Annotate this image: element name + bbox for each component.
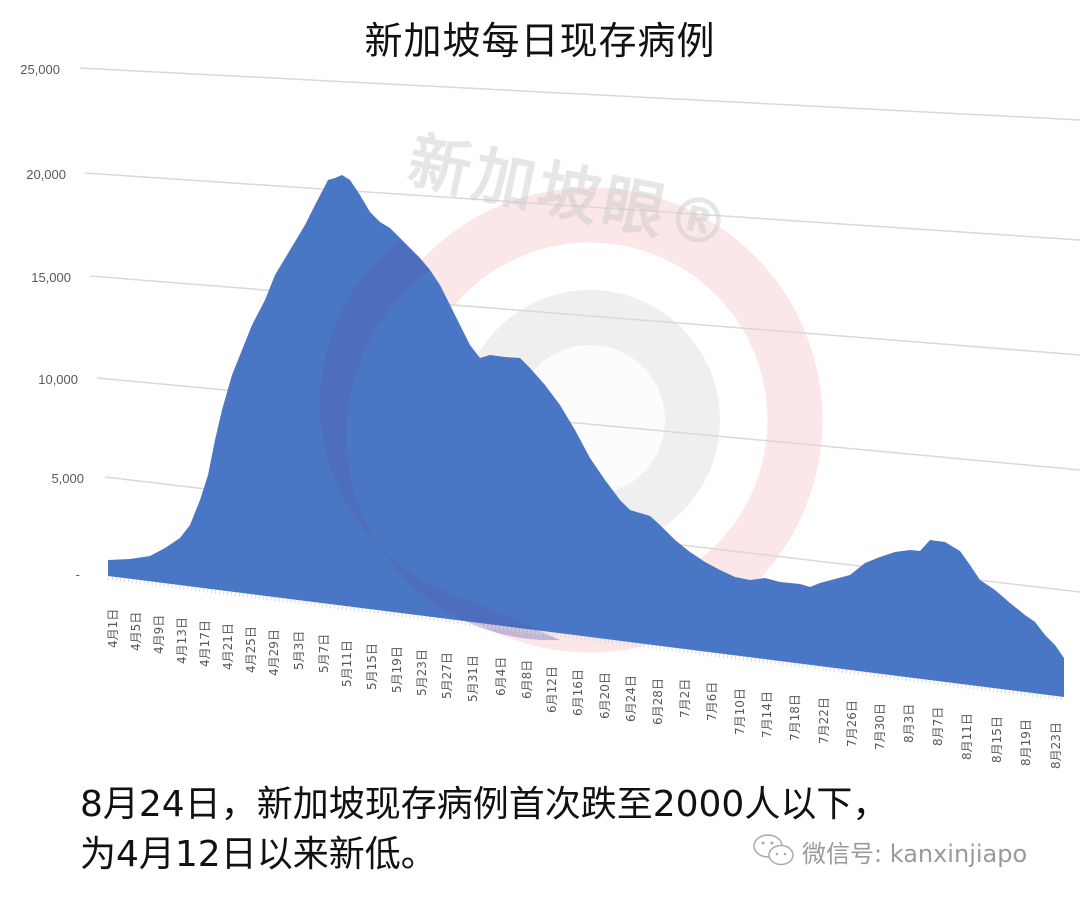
x-tick: 4月17日 bbox=[198, 620, 212, 667]
x-tick: 6月12日 bbox=[545, 666, 559, 713]
x-tick: 6月24日 bbox=[624, 675, 638, 722]
x-tick: 8月3日 bbox=[902, 703, 916, 743]
x-tick: 8月11日 bbox=[960, 713, 974, 760]
y-tick-25000: 25,000 bbox=[20, 62, 60, 77]
caption-line-2: 为4月12日以来新低。 bbox=[80, 834, 437, 875]
x-tick: 7月10日 bbox=[733, 688, 747, 735]
x-tick: 6月20日 bbox=[598, 672, 612, 719]
x-tick: 5月19日 bbox=[390, 646, 404, 693]
y-tick-10000: 10,000 bbox=[38, 372, 78, 387]
x-tick: 8月7日 bbox=[931, 706, 945, 746]
x-tick: 6月8日 bbox=[520, 659, 534, 699]
x-tick: 5月7日 bbox=[317, 633, 331, 673]
y-tick-5000: 5,000 bbox=[51, 471, 84, 486]
x-tick: 7月2日 bbox=[678, 678, 692, 718]
x-tick: 4月25日 bbox=[244, 626, 258, 673]
x-tick: 4月9日 bbox=[152, 614, 166, 654]
x-tick: 8月23日 bbox=[1049, 722, 1063, 769]
x-tick: 4月1日 bbox=[106, 608, 120, 648]
x-tick: 7月30日 bbox=[873, 703, 887, 750]
x-tick: 5月31日 bbox=[466, 655, 480, 702]
x-tick: 6月4日 bbox=[494, 656, 508, 696]
x-tick: 7月14日 bbox=[760, 691, 774, 738]
x-tick: 5月27日 bbox=[440, 652, 454, 699]
x-axis-baseline bbox=[107, 576, 1065, 701]
x-tick: 4月5日 bbox=[129, 611, 143, 651]
x-tick: 5月11日 bbox=[340, 640, 354, 687]
y-tick-20000: 20,000 bbox=[26, 167, 66, 182]
wechat-id: 微信号: kanxinjiapo bbox=[752, 832, 1027, 870]
x-tick: 6月28日 bbox=[651, 678, 665, 725]
x-tick: 7月6日 bbox=[705, 681, 719, 721]
x-tick: 4月13日 bbox=[175, 617, 189, 664]
x-tick: 5月23日 bbox=[415, 649, 429, 696]
x-tick: 8月19日 bbox=[1019, 719, 1033, 766]
y-tick-0: - bbox=[75, 567, 80, 582]
x-tick: 4月29日 bbox=[267, 629, 281, 676]
caption-text: 8月24日，新加坡现存病例首次跌至2000人以下， 为4月12日以来新低。 bbox=[80, 780, 888, 880]
wechat-icon bbox=[753, 834, 794, 866]
caption-line-1: 8月24日，新加坡现存病例首次跌至2000人以下， bbox=[80, 784, 889, 825]
x-tick: 5月3日 bbox=[292, 630, 306, 670]
x-tick: 7月18日 bbox=[788, 694, 802, 741]
x-tick: 8月15日 bbox=[990, 716, 1004, 763]
y-tick-15000: 15,000 bbox=[31, 270, 71, 285]
x-tick: 4月21日 bbox=[221, 623, 235, 670]
area-series-active-cases bbox=[108, 175, 1064, 697]
x-tick: 6月16日 bbox=[571, 669, 585, 716]
x-tick: 5月15日 bbox=[365, 643, 379, 690]
wechat-label: 微信号: kanxinjiapo bbox=[802, 839, 1028, 868]
x-tick: 7月22日 bbox=[817, 697, 831, 744]
chart-title: 新加坡每日现存病例 bbox=[364, 19, 716, 63]
x-tick: 7月26日 bbox=[845, 700, 859, 747]
